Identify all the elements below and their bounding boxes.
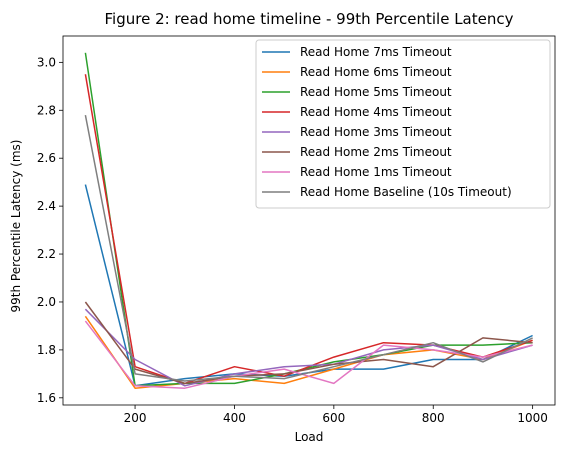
y-tick-label: 3.0 xyxy=(37,55,56,69)
y-tick-label: 2.2 xyxy=(37,247,56,261)
x-tick-label: 1000 xyxy=(517,411,548,425)
series-line-3 xyxy=(84,52,533,387)
y-tick-label: 2.0 xyxy=(37,295,56,309)
chart-title: Figure 2: read home timeline - 99th Perc… xyxy=(105,10,514,28)
plot-frame xyxy=(62,35,556,406)
plot-lines xyxy=(84,52,533,389)
series-line-6 xyxy=(84,301,533,385)
legend-entry: Read Home 4ms Timeout xyxy=(300,105,452,119)
x-tick-label: 600 xyxy=(322,411,345,425)
y-tick-label: 2.4 xyxy=(37,199,56,213)
series-line-7 xyxy=(84,320,533,389)
x-axis: 200 400 600 800 1000 xyxy=(124,405,548,425)
y-tick-label: 1.8 xyxy=(37,343,56,357)
legend-entry: Read Home 7ms Timeout xyxy=(300,45,452,59)
legend-box xyxy=(255,39,551,209)
y-axis: 1.6 1.8 2.0 2.2 2.4 2.6 2.8 3.0 xyxy=(37,55,63,405)
legend-entry: Read Home Baseline (10s Timeout) xyxy=(300,185,512,199)
series-line-4 xyxy=(84,74,533,385)
legend: Read Home 7ms Timeout Read Home 6ms Timeo… xyxy=(255,39,551,209)
x-axis-label: Load xyxy=(295,430,324,444)
legend-entry: Read Home 5ms Timeout xyxy=(300,85,452,99)
legend-entry: Read Home 2ms Timeout xyxy=(300,145,452,159)
y-tick-label: 1.6 xyxy=(37,391,56,405)
y-tick-label: 2.8 xyxy=(37,103,56,117)
legend-entry: Read Home 1ms Timeout xyxy=(300,165,452,179)
legend-entry: Read Home 6ms Timeout xyxy=(300,65,452,79)
x-tick-label: 200 xyxy=(124,411,147,425)
x-tick-label: 800 xyxy=(422,411,445,425)
y-tick-label: 2.6 xyxy=(37,151,56,165)
x-tick-label: 400 xyxy=(223,411,246,425)
series-line-8 xyxy=(84,114,533,382)
y-axis-label: 99th Percentile Latency (ms) xyxy=(9,140,23,313)
legend-entry: Read Home 3ms Timeout xyxy=(300,125,452,139)
